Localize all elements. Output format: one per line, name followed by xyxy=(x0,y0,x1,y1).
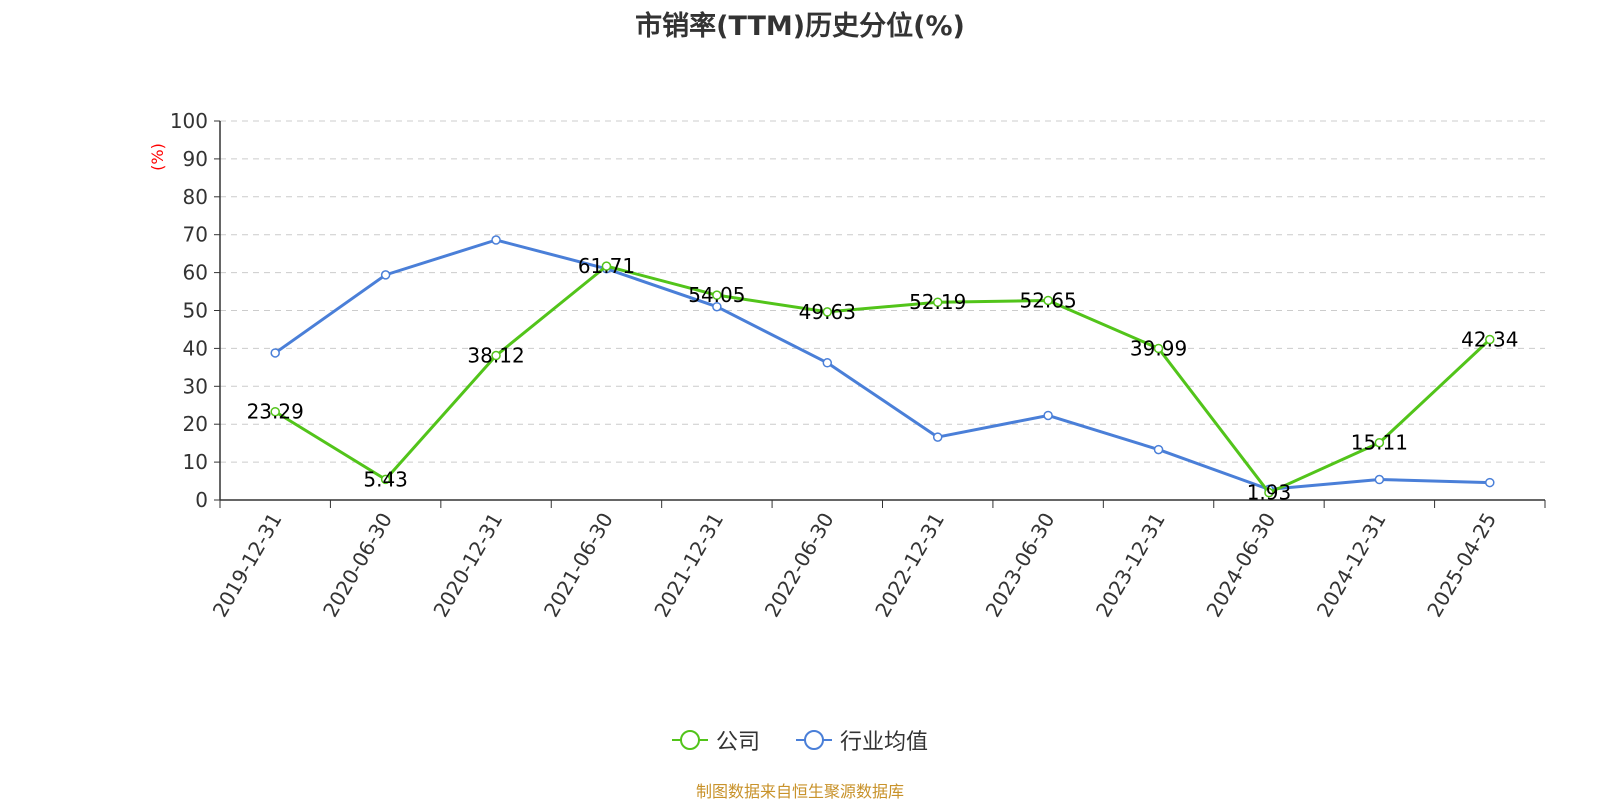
x-tick-label: 2024-12-31 xyxy=(1312,509,1391,622)
data-point-industry xyxy=(1374,474,1385,485)
y-tick-label: 90 xyxy=(183,147,208,171)
data-label-company: 1.93 xyxy=(1247,481,1292,505)
series-line-industry xyxy=(274,238,1490,491)
data-label-company: 38.12 xyxy=(467,344,524,368)
y-tick-label: 0 xyxy=(195,488,208,512)
data-point-company xyxy=(601,261,612,271)
data-label-company: 52.19 xyxy=(909,290,966,314)
chart-title: 市销率(TTM)历史分位(%) xyxy=(635,11,965,42)
y-tick-label: 60 xyxy=(183,261,208,285)
legend-company-icon xyxy=(671,730,708,750)
data-point-company xyxy=(1153,343,1164,354)
legend-industry-label: 行业均值 xyxy=(840,730,929,755)
data-point-company xyxy=(1043,295,1053,306)
grid-layer xyxy=(220,120,1545,463)
data-label-company: 5.43 xyxy=(363,467,408,491)
x-tick-label: 2020-06-30 xyxy=(318,509,397,622)
data-point-industry xyxy=(712,301,722,312)
data-point-company xyxy=(380,474,391,485)
series-line-company xyxy=(274,264,1491,495)
y-tick-label: 70 xyxy=(183,223,208,247)
data-point-industry xyxy=(822,358,833,368)
data-point-company xyxy=(1374,437,1385,448)
data-point-company xyxy=(491,350,501,361)
source-note: 制图数据来自恒生聚源数据库 xyxy=(695,782,904,801)
legend-industry-icon xyxy=(796,730,832,750)
y-tick-label: 40 xyxy=(183,336,208,360)
data-point-company xyxy=(712,290,722,300)
label-layer: 23.29 5.43 38.12 61.71 54.05 49.63 52.19 52.65 3… xyxy=(247,254,1519,505)
data-point-industry xyxy=(1153,444,1164,455)
data-label-company: 42.34 xyxy=(1461,328,1518,352)
data-point-company xyxy=(822,307,833,317)
x-tick-label: 2023-06-30 xyxy=(981,509,1060,622)
series-layer xyxy=(270,235,1495,498)
data-point-industry xyxy=(380,270,391,280)
legend: 公司 行业均值 xyxy=(0,724,1600,756)
data-point-industry xyxy=(491,235,501,245)
data-point-company xyxy=(932,297,943,307)
data-label-company: 39.99 xyxy=(1130,336,1187,360)
data-point-industry xyxy=(1485,477,1495,488)
x-tick-label: 2025-04-25 xyxy=(1422,509,1501,622)
data-point-industry xyxy=(932,432,943,442)
data-point-company xyxy=(1485,334,1495,345)
data-point-industry xyxy=(1043,410,1053,421)
data-label-company: 61.71 xyxy=(578,254,635,278)
y-tick-label: 100 xyxy=(170,109,208,133)
y-tick-label: 50 xyxy=(183,299,208,323)
y-tick-label: 20 xyxy=(183,412,208,436)
y-tick-label: 10 xyxy=(183,450,208,474)
data-point-company xyxy=(1264,487,1274,498)
axis-layer: 0 10 20 30 40 50 60 70 80 90 100(%) 2019-12-31 2020-… xyxy=(148,109,1546,622)
x-tick-label: 2022-06-30 xyxy=(760,509,839,622)
y-tick-label: 30 xyxy=(183,374,208,398)
data-point-industry xyxy=(270,348,280,358)
data-label-company: 15.11 xyxy=(1351,431,1408,455)
data-label-company: 52.65 xyxy=(1019,288,1076,312)
x-tick-label: 2020-12-31 xyxy=(428,509,507,622)
x-tick-label: 2023-12-31 xyxy=(1091,509,1170,622)
y-tick-label: 80 xyxy=(183,185,208,209)
x-tick-label: 2021-06-30 xyxy=(539,509,618,622)
x-tick-label: 2019-12-31 xyxy=(208,509,287,622)
data-point-company xyxy=(270,406,280,417)
y-axis-label: (%) xyxy=(148,143,167,171)
legend-item-industry[interactable]: 行业均值 xyxy=(796,724,928,756)
x-tick-label: 2021-12-31 xyxy=(649,509,728,622)
data-label-company: 49.63 xyxy=(799,300,856,324)
legend-company-label: 公司 xyxy=(715,730,760,755)
x-tick-label: 2022-12-31 xyxy=(870,509,949,622)
legend-item-company[interactable]: 公司 xyxy=(671,724,760,756)
data-label-company: 23.29 xyxy=(247,400,304,424)
x-tick-label: 2024-06-30 xyxy=(1201,509,1280,622)
data-label-company: 54.05 xyxy=(688,283,745,307)
